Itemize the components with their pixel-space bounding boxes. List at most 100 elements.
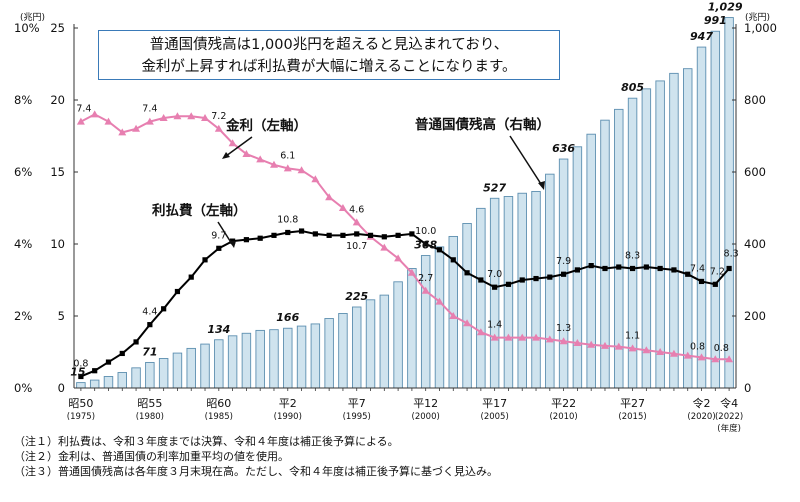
interest-rate-point [628,344,637,352]
interest-rate-point [145,117,154,125]
balance-data-label: 368 [414,239,437,252]
x-tick-label-era: 平7 [348,397,366,410]
interest-payment-point [243,237,249,243]
interest-rate-arrow [225,136,253,157]
balance-bar [669,72,679,389]
balance-bar [283,327,293,389]
interest-rate-point [201,114,210,121]
footnote-3: （注３）普通国債残高は各年度３月末現在高。ただし、令和４年度は補正後予算に基づく… [14,465,498,478]
bond-balance-arrowhead [538,181,545,190]
interest-rate-point [600,341,609,349]
balance-bar [214,339,224,389]
left-tick-label: 10 [50,237,65,251]
interest-payment-point [119,350,125,357]
balance-bar [131,367,141,389]
balance-bar [296,325,307,389]
balance-bar [76,382,86,389]
balance-bar [545,173,555,389]
left-tick-label: 15 [50,165,65,179]
x-tick-label-year: (1980) [136,412,164,422]
interest-payment-point [216,245,222,251]
interest-payment-point [340,232,346,238]
interest-rate-data-label: 1.3 [556,323,571,334]
balance-bar [379,294,390,389]
balance-bar [489,197,500,389]
interest-rate-data-label: 1.1 [625,330,640,341]
balance-bar [710,30,721,389]
interest-rate-point [228,139,237,147]
balance-data-label: 1,029 [708,1,743,14]
interest-rate-point [159,114,168,121]
balance-bar [241,332,252,389]
balance-bar [255,329,265,389]
left-tick-label: 0 [58,381,65,395]
balance-bar [462,223,472,389]
interest-payment-point [671,267,677,273]
interest-payment-data-label: 9.7 [211,230,226,241]
interest-payment-arrow [217,221,233,245]
interest-rate-point [614,342,623,350]
interest-payment-point [367,232,374,238]
interest-rate-point [338,204,347,211]
right-tick-label: 400 [744,237,766,251]
balance-bar [145,361,155,389]
interest-payment-point [92,368,98,374]
interest-rate-arrowhead [222,152,230,159]
interest-payment-point [285,229,291,236]
left-unit-label: (兆円) [20,12,45,23]
interest-payment-point [533,275,539,282]
interest-rate-point [407,268,416,276]
balance-data-label: 71 [142,345,157,358]
pct-tick-label: 0% [14,381,32,395]
balance-bar [365,299,376,389]
interest-payment-point [588,263,594,269]
x-tick-label-era: 昭50 [68,397,93,410]
bond-balance-arrow [509,135,542,185]
interest-rate-point [476,328,485,336]
interest-payment-point [464,270,470,276]
balance-bar [683,68,693,389]
interest-rate-point [490,333,499,341]
interest-rate-data-label: 7.2 [211,111,226,122]
interest-rate-point [394,254,403,262]
interest-payment-data-label: 8.3 [724,248,739,259]
interest-rate-point [76,117,85,125]
interest-rate-point [642,346,651,354]
axes: 00%52%104%156%208%2510%(兆円)0200400600800… [14,12,777,434]
balance-bar [158,358,169,389]
interest-rate-point [532,333,541,341]
interest-rate-point [297,166,306,174]
right-tick-label: 800 [744,93,766,107]
interest-payment-point [698,278,705,285]
interest-rate-point [187,112,196,120]
interest-payment-point [505,281,512,287]
balance-bar [310,323,321,389]
interest-rate-data-label: 7.4 [76,104,91,115]
right-tick-label: 0 [744,381,751,395]
interest-payment-data-label: 7.2 [710,266,725,277]
x-tick-label-year: (2015) [618,412,646,422]
balance-bar [89,379,100,389]
interest-rate-point [573,339,582,346]
interest-rate-point [214,124,223,132]
interest-rate-point [104,117,113,125]
interest-payment-point [519,277,525,283]
interest-payment-series-label: 利払費（左軸） [152,202,247,219]
interest-rate-point [311,175,320,183]
balance-bar [269,329,279,389]
x-tick-label-era: 平17 [482,397,507,410]
interest-rate-point [463,319,472,327]
balance-bar [352,306,362,389]
interest-payment-point [478,277,484,283]
interest-payment-point [133,339,139,345]
headline-line-2: 金利が上昇すれば利払費が大幅に増えることになります。 [141,59,517,75]
headline-line-1: 普通国債残高は1,000兆円を超えると見込まれており、 [149,37,509,53]
x-tick-label-year: (2020) [687,412,715,422]
interest-payment-point [381,234,387,240]
interest-rate-point [669,349,678,357]
bond-balance-series-label: 普通国債残高（右軸） [415,116,550,133]
interest-payment-point [450,257,456,263]
left-tick-label: 25 [50,21,65,35]
